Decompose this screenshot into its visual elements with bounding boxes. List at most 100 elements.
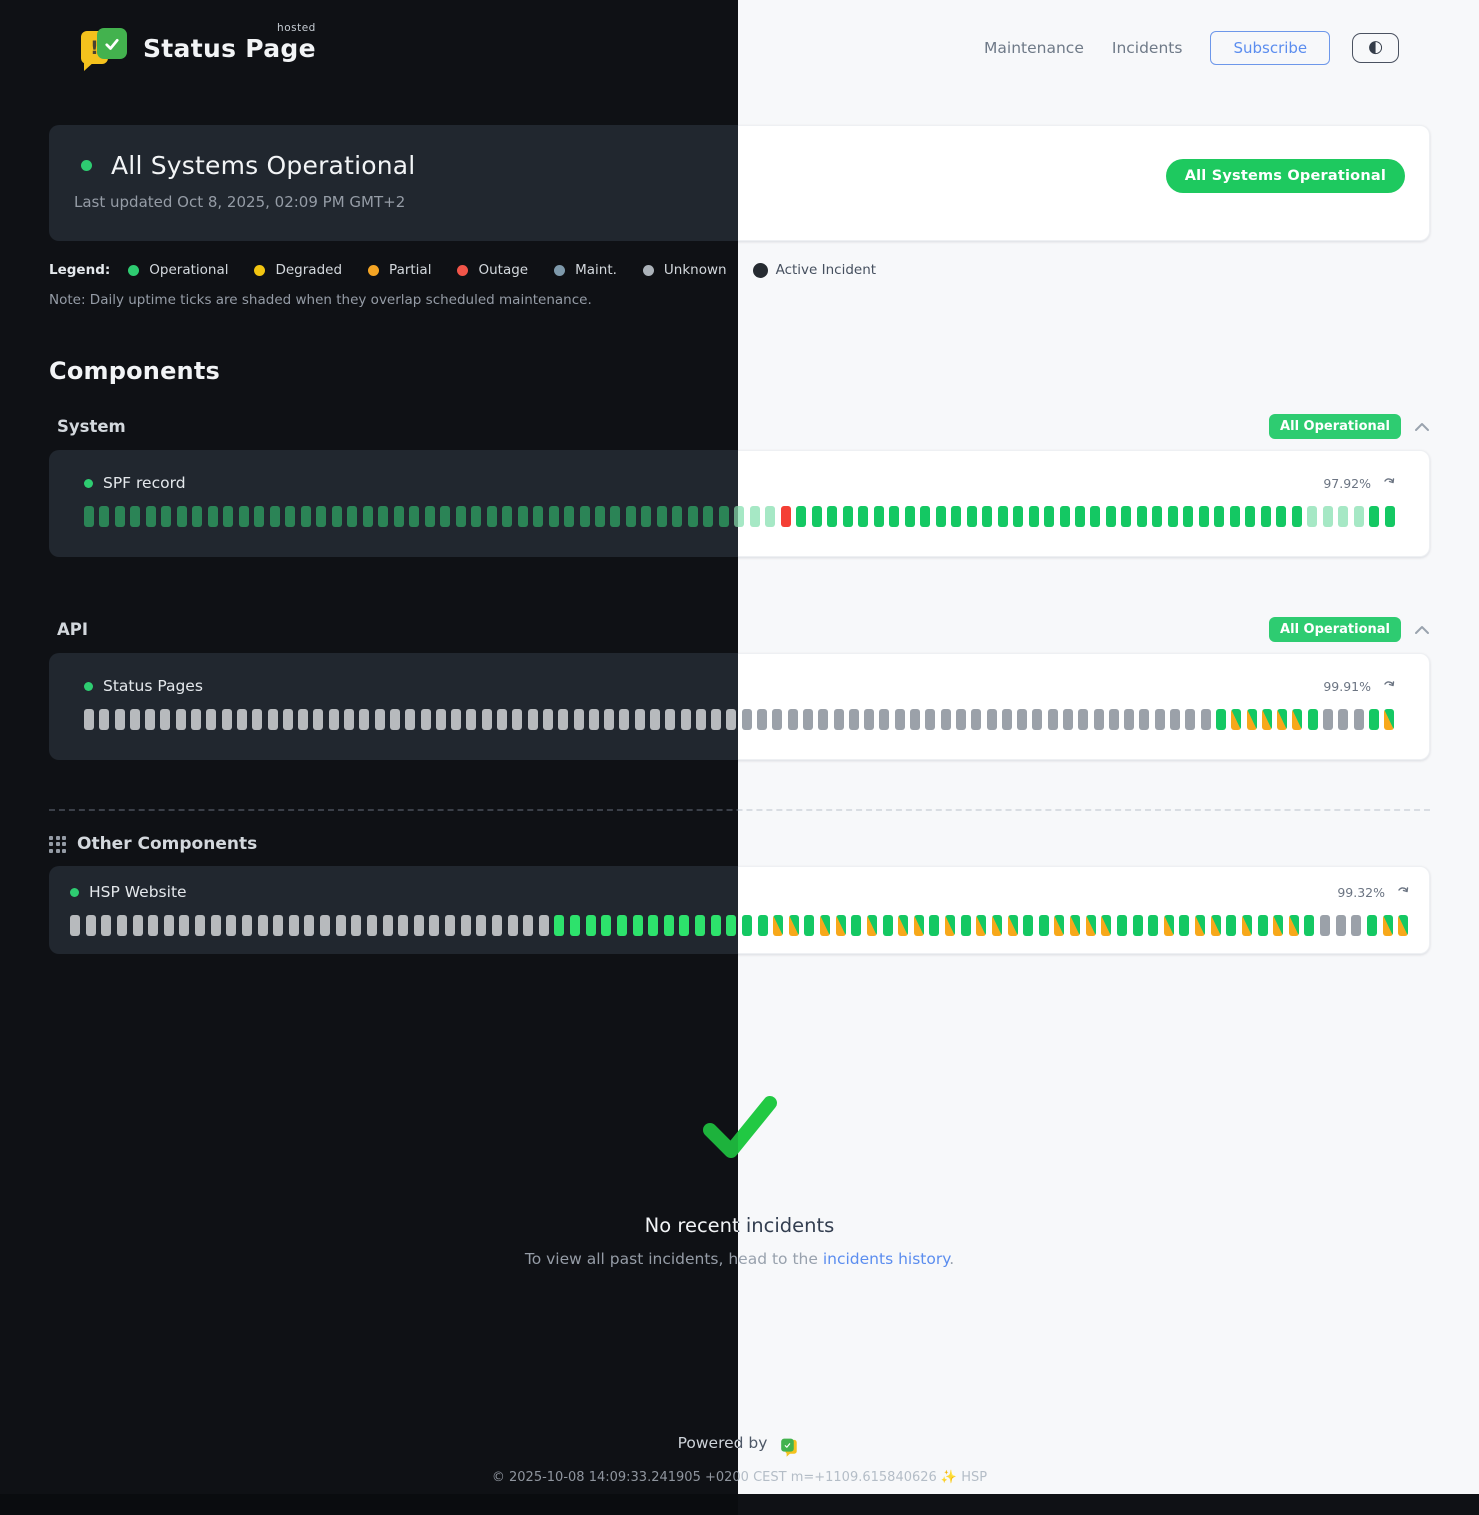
uptime-tick bbox=[802, 709, 813, 730]
uptime-tick bbox=[1124, 709, 1135, 730]
uptime-tick bbox=[273, 915, 284, 936]
refresh-icon[interactable] bbox=[1383, 680, 1395, 692]
uptime-tick bbox=[558, 709, 569, 730]
legend-item-label: Maint. bbox=[575, 262, 617, 278]
uptime-tick bbox=[1307, 506, 1318, 527]
legend-dot-icon bbox=[254, 264, 266, 276]
uptime-tick bbox=[533, 506, 544, 527]
uptime-tick bbox=[976, 915, 987, 936]
uptime-tick bbox=[497, 709, 508, 730]
status-page-logo-icon: ! bbox=[81, 25, 129, 71]
uptime-tick bbox=[935, 506, 946, 527]
uptime-tick bbox=[491, 915, 502, 936]
uptime-tick bbox=[1338, 506, 1349, 527]
refresh-icon[interactable] bbox=[1383, 477, 1395, 489]
uptime-tick bbox=[610, 506, 621, 527]
refresh-icon[interactable] bbox=[1397, 886, 1409, 898]
uptime-tick bbox=[929, 915, 940, 936]
uptime-tick bbox=[1163, 915, 1174, 936]
uptime-tick bbox=[445, 915, 455, 936]
uptime-tick bbox=[604, 709, 615, 730]
uptime-tick bbox=[1105, 506, 1116, 527]
other-components-header: Other Components bbox=[49, 834, 1430, 854]
group-name: API bbox=[57, 620, 89, 639]
uptime-tick bbox=[1154, 709, 1165, 730]
brand-logo[interactable]: ! Status Page hosted bbox=[81, 22, 316, 71]
uptime-tick bbox=[1001, 709, 1012, 730]
uptime-tick bbox=[741, 709, 752, 730]
uptime-tick bbox=[300, 506, 311, 527]
top-nav: Maintenance Incidents Subscribe ◐ bbox=[984, 31, 1399, 65]
uptime-tick bbox=[882, 915, 893, 936]
component-name: Status Pages bbox=[103, 677, 203, 695]
uptime-tick bbox=[241, 915, 252, 936]
uptime-tick bbox=[1093, 709, 1104, 730]
overall-status-title: All Systems Operational bbox=[111, 151, 416, 180]
theme-toggle-button[interactable]: ◐ bbox=[1352, 33, 1399, 63]
legend-items: OperationalDegradedPartialOutageMaint.Un… bbox=[738, 262, 902, 278]
uptime-tick bbox=[1260, 506, 1271, 527]
nav-maintenance[interactable]: Maintenance bbox=[984, 39, 1084, 57]
uptime-tick bbox=[331, 506, 342, 527]
components-heading: Components bbox=[49, 357, 220, 385]
uptime-tick bbox=[130, 506, 141, 527]
uptime-tick bbox=[726, 709, 737, 730]
uptime-tick bbox=[114, 506, 125, 527]
subscribe-button[interactable]: Subscribe bbox=[1210, 31, 1331, 65]
uptime-tick bbox=[1047, 709, 1058, 730]
uptime-tick bbox=[1167, 506, 1178, 527]
uptime-tick bbox=[1185, 709, 1196, 730]
uptime-tick bbox=[680, 709, 691, 730]
uptime-tick bbox=[101, 915, 112, 936]
uptime-tick bbox=[84, 709, 94, 730]
legend-item: Operational bbox=[128, 262, 228, 278]
uptime-tick bbox=[1183, 506, 1194, 527]
uptime-tick bbox=[176, 506, 187, 527]
brand-title: Status Page bbox=[143, 33, 316, 63]
uptime-tick bbox=[393, 506, 404, 527]
uptime-tick bbox=[858, 506, 869, 527]
uptime-tick bbox=[389, 709, 400, 730]
legend-item-label: Degraded bbox=[275, 262, 343, 278]
incidents-history-link[interactable]: incidents history bbox=[822, 1250, 950, 1268]
uptime-tick bbox=[1028, 506, 1039, 527]
uptime-tick bbox=[1277, 709, 1288, 730]
uptime-tick bbox=[1017, 709, 1028, 730]
uptime-tick bbox=[257, 915, 268, 936]
uptime-tick bbox=[1398, 915, 1409, 936]
uptime-tick bbox=[161, 506, 172, 527]
uptime-tick bbox=[833, 709, 844, 730]
legend-row: Legend: OperationalDegradedPartialOutage… bbox=[738, 262, 1430, 278]
legend-item: Maint. bbox=[554, 262, 617, 278]
uptime-tick bbox=[1241, 915, 1252, 936]
uptime-tick bbox=[848, 709, 859, 730]
legend-item-label: Unknown bbox=[663, 262, 727, 278]
uptime-tick bbox=[889, 506, 900, 527]
uptime-tick bbox=[665, 709, 676, 730]
uptime-tick bbox=[1101, 915, 1112, 936]
uptime-tick bbox=[192, 506, 203, 527]
chevron-up-icon[interactable] bbox=[1414, 422, 1430, 432]
uptime-tick bbox=[594, 506, 605, 527]
uptime-tick bbox=[398, 915, 409, 936]
uptime-tick bbox=[711, 709, 722, 730]
nav-incidents[interactable]: Incidents bbox=[1111, 39, 1183, 57]
uptime-tick bbox=[1195, 915, 1205, 936]
legend-item: Degraded bbox=[254, 262, 342, 278]
uptime-tick bbox=[538, 915, 549, 936]
uptime-tick bbox=[898, 915, 909, 936]
incidents-section: No recent incidents To view all past inc… bbox=[738, 1094, 1479, 1268]
uptime-tick bbox=[864, 709, 875, 730]
subtitle-suffix: . bbox=[949, 1250, 955, 1268]
uptime-tick bbox=[254, 506, 265, 527]
uptime-tick bbox=[236, 709, 247, 730]
chevron-up-icon[interactable] bbox=[1414, 625, 1430, 635]
uptime-tick bbox=[413, 915, 424, 936]
uptime-tick bbox=[1261, 709, 1272, 730]
uptime-tick bbox=[132, 915, 143, 936]
uptime-tick bbox=[982, 506, 993, 527]
uptime-tick bbox=[1384, 506, 1395, 527]
legend-item: Unknown bbox=[642, 262, 727, 278]
powered-by-label: Powered by bbox=[738, 1434, 767, 1452]
uptime-tick bbox=[1090, 506, 1101, 527]
